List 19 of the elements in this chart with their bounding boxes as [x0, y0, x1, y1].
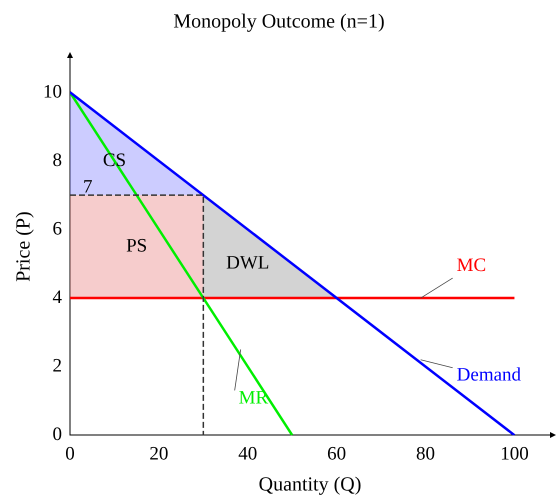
- x-tick-label: 60: [327, 444, 346, 465]
- series-label: Demand: [456, 364, 522, 386]
- x-tick-label: 100: [500, 444, 529, 465]
- annotation: 7: [83, 176, 93, 198]
- chart-title: Monopoly Outcome (n=1): [173, 10, 385, 32]
- annotation: DWL: [226, 252, 270, 274]
- series-label: MC: [456, 255, 486, 276]
- x-tick-label: 40: [238, 444, 258, 465]
- y-tick-label: 4: [52, 287, 62, 308]
- y-tick-label: 6: [52, 218, 62, 240]
- y-axis-title: Price (P): [12, 211, 34, 282]
- annotation: PS: [126, 236, 148, 257]
- x-tick-label: 20: [149, 444, 168, 465]
- y-tick-label: 2: [52, 356, 62, 377]
- y-tick-label: 10: [43, 81, 62, 102]
- y-tick-label: 0: [52, 424, 62, 446]
- y-tick-label: 8: [52, 150, 62, 171]
- x-tick-label: 80: [416, 444, 436, 465]
- x-axis-title: Quantity (Q): [258, 473, 362, 496]
